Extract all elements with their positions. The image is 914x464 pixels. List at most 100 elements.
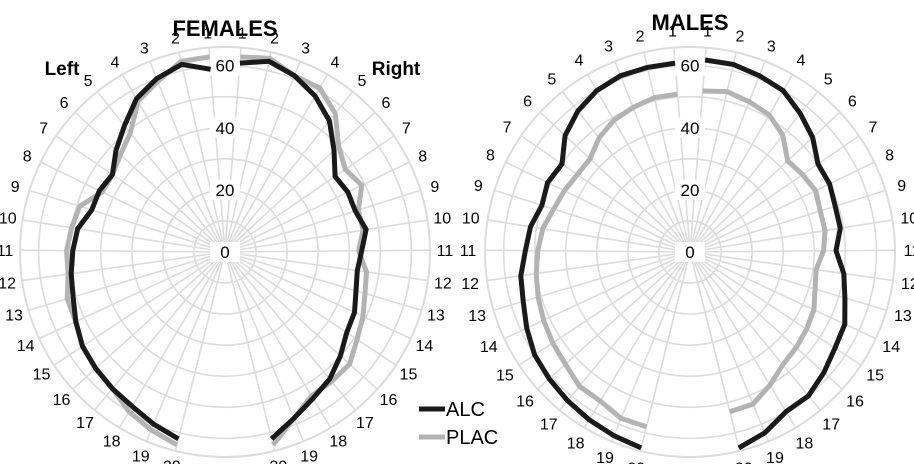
series-alc-left [68, 61, 212, 442]
grid-spoke [178, 52, 226, 253]
tick-label-left: 17 [76, 415, 94, 432]
ring-label: 40 [216, 119, 235, 138]
grid-spoke [224, 251, 305, 442]
tick-label-left: 16 [516, 394, 534, 411]
tick-label-left: 4 [575, 53, 584, 70]
grid-spoke [224, 91, 354, 253]
tick-label-right: 16 [380, 392, 398, 409]
grid-spoke [29, 189, 226, 253]
tick-label-left: 15 [496, 368, 514, 385]
grid-spoke [224, 251, 276, 452]
grid-spoke [689, 47, 707, 253]
tick-label-left: 13 [468, 308, 486, 325]
grid-spoke [505, 161, 691, 253]
ring-label: 60 [216, 57, 235, 76]
tick-label-right: 1 [703, 24, 712, 41]
tick-label-left: 20 [163, 458, 181, 464]
grid-spoke [518, 251, 691, 366]
legend-label-alc: ALC [446, 399, 485, 421]
tick-label-left: 14 [17, 338, 35, 355]
tick-label-right: 2 [735, 29, 744, 46]
tick-label-left: 14 [480, 339, 498, 356]
grid-spoke [689, 251, 822, 411]
grid-spoke [520, 135, 691, 253]
tick-label-right: 15 [866, 368, 884, 385]
grid-spoke [224, 111, 376, 253]
grid-spoke [21, 251, 226, 282]
tick-label-left: 16 [53, 392, 71, 409]
grid-spoke [118, 251, 226, 429]
grid-spoke [689, 91, 819, 253]
grid-spoke [40, 161, 226, 253]
tick-label-left: 2 [636, 29, 645, 46]
tick-label-right: 19 [766, 450, 784, 464]
grid-spoke [224, 251, 412, 340]
tick-label-left: 19 [132, 448, 150, 464]
tick-label-left: 4 [111, 54, 120, 71]
tick-label-right: 13 [427, 307, 445, 324]
grid-spoke [224, 161, 410, 253]
ring-label: 20 [681, 181, 700, 200]
grid-spoke [20, 249, 226, 253]
grid-spoke [689, 249, 895, 253]
grid-spoke [689, 111, 841, 253]
tick-label-left: 17 [540, 416, 558, 433]
grid-spoke [503, 251, 691, 340]
grid-spoke [689, 189, 886, 253]
grid-spoke [55, 135, 226, 253]
ring-label: 0 [220, 243, 229, 262]
tick-label-right: 8 [418, 149, 427, 166]
grid-spoke [537, 251, 691, 390]
side-label-right: Right [372, 59, 421, 80]
tick-label-right: 4 [797, 53, 806, 70]
tick-label-left: 20 [627, 460, 645, 464]
tick-label-left: 3 [604, 38, 613, 55]
grid-spoke [224, 251, 429, 282]
ring-label-bg [675, 179, 705, 200]
tick-label-left: 19 [596, 450, 614, 464]
tick-label-left: 1 [668, 24, 677, 41]
tick-label-right: 10 [900, 210, 914, 227]
grid-spoke [485, 249, 691, 253]
grid-spoke [208, 47, 226, 253]
tick-label-right: 15 [400, 366, 418, 383]
grid-spoke [610, 251, 691, 442]
grid-spoke [689, 161, 875, 253]
tick-label-left: 1 [203, 26, 212, 43]
grid-spoke [224, 251, 357, 411]
ring-label: 20 [216, 181, 235, 200]
tick-label-right: 13 [894, 308, 912, 325]
grid-spoke [689, 251, 741, 452]
tick-label-left: 8 [486, 148, 495, 165]
grid-outer-ring [19, 46, 431, 458]
series-alc-right [239, 58, 369, 441]
tick-label-right: 7 [402, 120, 411, 137]
grid-ring [131, 158, 319, 346]
panel-females: FEMALES Left Right 123456789101112131415… [0, 16, 453, 464]
series-alc-right [704, 57, 848, 451]
grid-spoke [673, 47, 691, 253]
tick-label-right: 14 [415, 338, 433, 355]
tick-label-right: 5 [358, 73, 367, 90]
tick-label-left: 10 [462, 210, 480, 227]
grid-spoke [561, 91, 691, 253]
grid-spoke [224, 251, 378, 390]
tick-label-right: 9 [897, 178, 906, 195]
tick-label-left: 11 [0, 243, 13, 260]
grid-spoke [689, 60, 766, 253]
tick-label-right: 1 [238, 26, 247, 43]
grid-spoke [145, 251, 226, 442]
tick-label-right: 20 [735, 460, 753, 464]
tick-label-left: 7 [39, 120, 48, 137]
tick-label-right: 8 [885, 148, 894, 165]
tick-label-left: 8 [23, 149, 32, 166]
grid-spoke [689, 251, 894, 282]
chart-title: MALES [652, 10, 729, 35]
tick-label-right: 11 [437, 243, 454, 260]
grid-spoke [689, 251, 797, 429]
tick-label-right: 17 [822, 416, 840, 433]
tick-label-right: 19 [300, 448, 318, 464]
tick-label-right: 6 [848, 94, 857, 111]
grid-spoke [689, 251, 843, 390]
